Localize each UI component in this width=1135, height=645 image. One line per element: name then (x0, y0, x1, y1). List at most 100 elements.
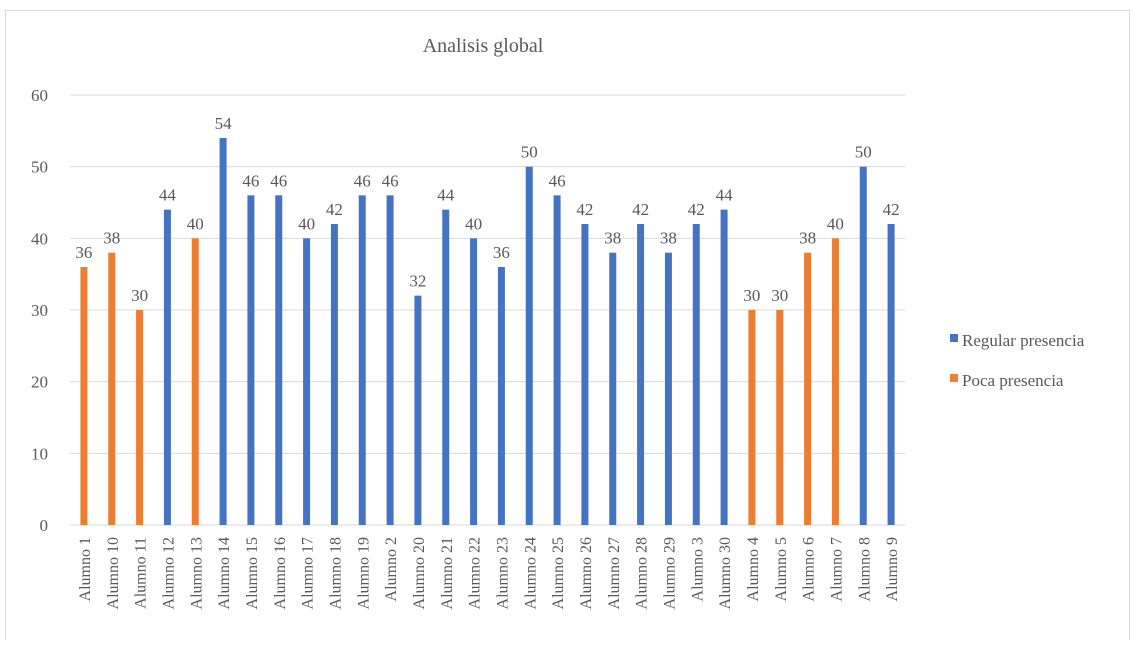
bar (275, 195, 283, 526)
data-label: 46 (354, 171, 371, 190)
x-tick-label: Alumno 11 (133, 537, 150, 609)
data-label: 38 (660, 229, 677, 248)
data-label: 30 (771, 286, 788, 305)
bar (776, 310, 784, 525)
data-label: 40 (465, 214, 482, 233)
bar (637, 224, 645, 525)
y-tick-label: 60 (31, 86, 48, 105)
y-tick-label: 50 (31, 158, 48, 177)
y-tick-label: 0 (40, 516, 49, 535)
x-tick-label: Alumno 20 (411, 537, 428, 609)
bar (80, 267, 88, 525)
data-label: 30 (131, 286, 148, 305)
data-label: 44 (159, 186, 177, 205)
x-tick-label: Alumno 21 (439, 537, 456, 609)
bar (442, 209, 450, 525)
bar (581, 224, 589, 525)
data-label: 42 (326, 200, 343, 219)
bar (303, 238, 311, 526)
bar (163, 209, 171, 525)
y-tick-label: 10 (31, 444, 48, 463)
y-axis-tick-labels: 0 10 20 30 40 50 60 (31, 86, 48, 535)
x-tick-label: Alumno 28 (634, 537, 651, 609)
x-tick-label: Alumno 17 (300, 537, 317, 609)
data-label: 38 (604, 229, 621, 248)
data-label: 40 (187, 214, 204, 233)
bar (664, 252, 672, 525)
x-tick-label: Alumno 5 (773, 537, 790, 601)
bar (553, 195, 561, 526)
x-tick-label: Alumno 7 (828, 537, 845, 601)
data-label: 38 (103, 229, 120, 248)
data-label: 30 (743, 286, 760, 305)
data-label: 54 (215, 114, 233, 133)
chart-title: Analisis global (423, 35, 544, 57)
x-tick-label: Alumno 22 (467, 537, 484, 609)
gridlines (70, 94, 905, 526)
x-tick-label: Alumno 19 (355, 537, 372, 609)
data-label: 46 (270, 171, 287, 190)
data-label: 40 (298, 214, 315, 233)
x-axis-tick-labels: Alumno 1 Alumno 10 Alumno 11 Alumno 12 Alumn… (77, 537, 901, 609)
bar (330, 224, 338, 525)
bar (692, 224, 700, 525)
legend-swatch (950, 334, 958, 342)
bar (191, 238, 199, 526)
data-label: 32 (409, 272, 426, 291)
y-tick-label: 40 (31, 229, 48, 248)
x-tick-label: Alumno 23 (494, 537, 511, 609)
legend-swatch (950, 374, 958, 382)
x-tick-label: Alumno 29 (661, 537, 678, 609)
x-tick-label: Alumno 15 (244, 537, 261, 609)
data-label: 44 (716, 186, 734, 205)
data-label: 50 (521, 143, 538, 162)
bar (609, 252, 617, 525)
x-tick-label: Alumno 27 (606, 537, 623, 609)
x-tick-label: Alumno 6 (801, 537, 818, 601)
data-label: 46 (382, 171, 399, 190)
data-label: 44 (437, 186, 455, 205)
bar (219, 138, 227, 525)
bar (804, 252, 812, 525)
data-label: 36 (493, 243, 510, 262)
data-label: 42 (576, 200, 593, 219)
x-tick-label: Alumno 14 (216, 537, 233, 609)
y-tick-label: 30 (31, 301, 48, 320)
bar (136, 310, 144, 525)
bar (108, 252, 116, 525)
x-tick-label: Alumno 16 (272, 537, 289, 609)
x-tick-label: Alumno 8 (856, 537, 873, 601)
x-tick-label: Alumno 30 (717, 537, 734, 609)
legend-label: Poca presencia (962, 371, 1064, 390)
x-tick-label: Alumno 26 (578, 537, 595, 609)
x-tick-label: Alumno 2 (383, 537, 400, 601)
data-label: 42 (632, 200, 649, 219)
x-tick-label: Alumno 18 (327, 537, 344, 609)
bar (247, 195, 255, 526)
bar (470, 238, 478, 526)
data-label: 38 (799, 229, 816, 248)
x-tick-label: Alumno 13 (188, 537, 205, 609)
data-label: 42 (688, 200, 705, 219)
chart-frame (5, 10, 1130, 640)
data-label: 40 (827, 214, 844, 233)
x-tick-label: Alumno 10 (105, 537, 122, 609)
bar (859, 166, 867, 525)
legend: Regular presencia Poca presencia (950, 331, 1085, 390)
x-tick-label: Alumno 3 (689, 537, 706, 601)
data-label: 46 (242, 171, 259, 190)
bar (358, 195, 366, 526)
bar (386, 195, 394, 526)
bar (887, 224, 895, 525)
x-tick-label: Alumno 9 (884, 537, 901, 601)
bar (831, 238, 839, 526)
x-tick-label: Alumno 12 (160, 537, 177, 609)
bar (497, 267, 505, 525)
x-tick-label: Alumno 25 (550, 537, 567, 609)
data-label: 42 (883, 200, 900, 219)
bars (80, 138, 895, 526)
data-label: 50 (855, 143, 872, 162)
data-label: 46 (549, 171, 566, 190)
x-tick-label: Alumno 1 (77, 537, 94, 601)
